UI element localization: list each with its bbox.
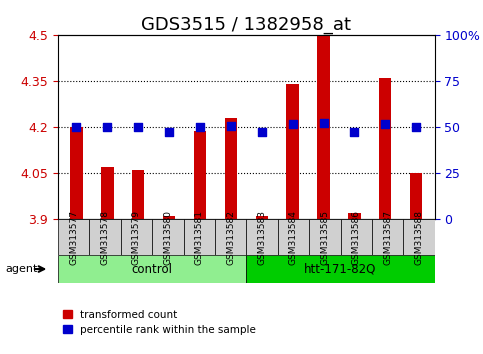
Bar [317,35,330,219]
FancyBboxPatch shape [372,219,403,255]
FancyBboxPatch shape [246,219,278,255]
Point [165,129,173,135]
Text: GSM313581: GSM313581 [195,210,204,265]
Point [412,125,420,130]
FancyBboxPatch shape [278,219,309,255]
Point [320,120,327,126]
Bar [194,131,206,219]
Bar [71,127,83,219]
Text: GSM313586: GSM313586 [352,210,361,265]
Title: GDS3515 / 1382958_at: GDS3515 / 1382958_at [142,16,351,34]
Text: GSM313579: GSM313579 [132,210,141,265]
Point [196,125,204,130]
Bar [101,167,114,219]
FancyBboxPatch shape [121,219,152,255]
Legend: transformed count, percentile rank within the sample: transformed count, percentile rank withi… [63,310,256,335]
FancyBboxPatch shape [58,255,246,283]
Point [227,123,235,129]
FancyBboxPatch shape [309,219,341,255]
Text: GSM313584: GSM313584 [289,210,298,265]
Text: GSM313587: GSM313587 [383,210,392,265]
Bar [410,173,422,219]
Point [72,125,80,130]
Bar [256,216,268,219]
FancyBboxPatch shape [184,219,215,255]
Text: GSM313578: GSM313578 [100,210,110,265]
Point [103,125,111,130]
Text: GSM313582: GSM313582 [226,210,235,265]
FancyBboxPatch shape [403,219,435,255]
Point [134,125,142,130]
Point [382,121,389,127]
Bar [286,85,299,219]
Bar [379,78,391,219]
Bar [225,118,237,219]
FancyBboxPatch shape [246,255,435,283]
Text: agent: agent [6,264,38,274]
Bar [132,170,144,219]
FancyBboxPatch shape [89,219,121,255]
FancyBboxPatch shape [58,219,89,255]
Text: GSM313585: GSM313585 [320,210,329,265]
Text: control: control [132,263,172,275]
Text: htt-171-82Q: htt-171-82Q [304,263,377,275]
Text: GSM313580: GSM313580 [163,210,172,265]
Text: GSM313588: GSM313588 [414,210,424,265]
FancyBboxPatch shape [341,219,372,255]
Point [258,129,266,135]
Bar [163,216,175,219]
FancyBboxPatch shape [152,219,184,255]
Text: GSM313583: GSM313583 [257,210,267,265]
Point [289,121,297,127]
Bar [348,213,361,219]
Point [351,129,358,135]
Text: GSM313577: GSM313577 [69,210,78,265]
FancyBboxPatch shape [215,219,246,255]
